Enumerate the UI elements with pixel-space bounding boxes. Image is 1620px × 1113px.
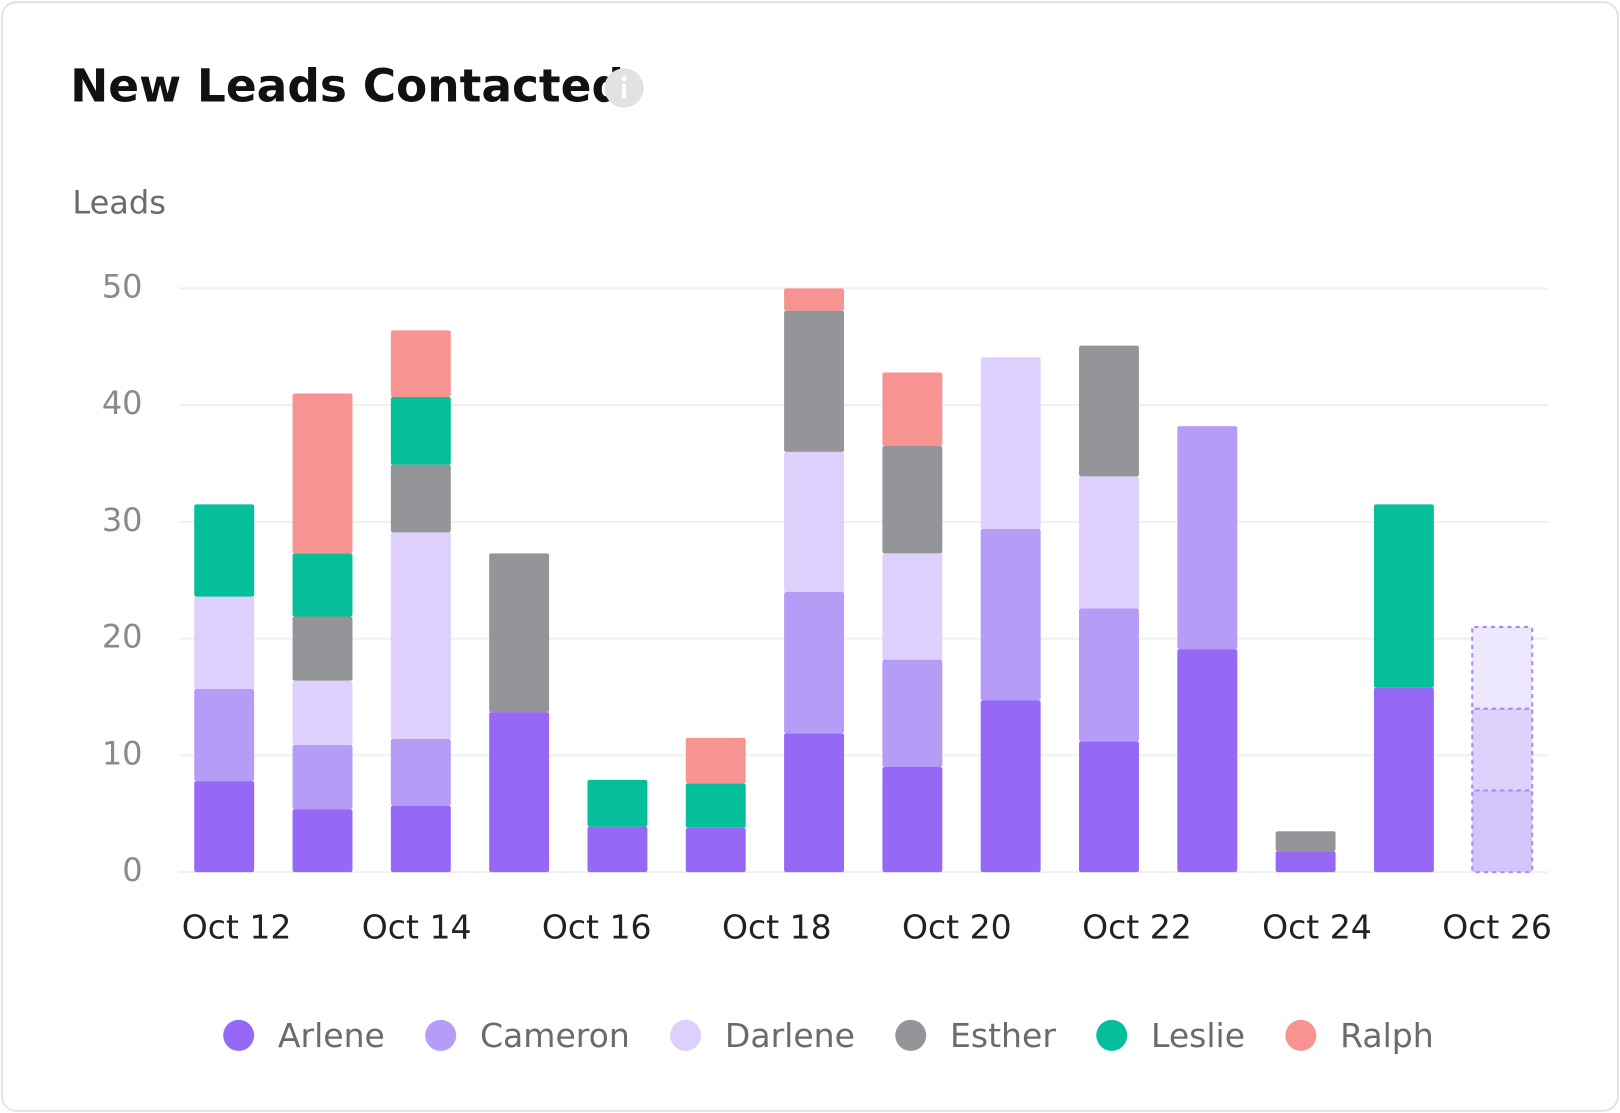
bar-segment bbox=[1079, 476, 1139, 609]
bar-segment bbox=[784, 451, 845, 592]
bar-segment bbox=[1079, 345, 1139, 477]
bar-segment bbox=[390, 532, 451, 740]
legend-swatch bbox=[895, 1019, 927, 1051]
bar-segment bbox=[784, 310, 845, 452]
y-tick-label: 50 bbox=[102, 267, 143, 305]
bar-segment bbox=[390, 464, 451, 533]
x-tick-label: Oct 18 bbox=[722, 907, 832, 946]
legend-label: Leslie bbox=[1151, 1016, 1245, 1055]
x-tick-label: Oct 24 bbox=[1262, 907, 1372, 946]
bar-segment bbox=[587, 826, 648, 873]
bar-segment bbox=[292, 616, 353, 681]
legend-swatch bbox=[223, 1019, 255, 1051]
bar-segment bbox=[489, 712, 550, 873]
x-tick-label: Oct 16 bbox=[542, 907, 652, 946]
bar-segment bbox=[1275, 851, 1336, 873]
bar-segment bbox=[882, 372, 943, 447]
bar-segment bbox=[390, 330, 451, 397]
bar-segment bbox=[784, 733, 845, 873]
bar-segment bbox=[292, 680, 353, 745]
projected-bar-segment bbox=[1471, 625, 1534, 710]
y-tick-label: 10 bbox=[102, 734, 143, 772]
y-tick-label: 20 bbox=[102, 618, 143, 656]
bar-segment bbox=[980, 700, 1041, 873]
bar-segment bbox=[882, 659, 943, 768]
bar-segment bbox=[1177, 649, 1238, 873]
bar-segment bbox=[194, 781, 255, 873]
bar-segment bbox=[292, 809, 353, 873]
bar-segment bbox=[882, 767, 943, 873]
bar-segment bbox=[784, 591, 845, 734]
legend-swatch bbox=[670, 1019, 702, 1051]
y-tick-label: 40 bbox=[102, 384, 143, 422]
legend-label: Ralph bbox=[1340, 1016, 1434, 1055]
bar-segment bbox=[784, 288, 845, 311]
y-tick-label: 0 bbox=[122, 851, 142, 889]
bar-segment bbox=[685, 737, 746, 784]
bar-segment bbox=[685, 827, 746, 873]
x-tick-label: Oct 22 bbox=[1082, 907, 1192, 946]
bar-segment bbox=[1079, 741, 1139, 873]
bar-segment bbox=[292, 744, 353, 810]
bar-segment bbox=[1177, 426, 1238, 650]
info-dot bbox=[621, 76, 627, 82]
bar-segment bbox=[1373, 504, 1434, 688]
legend-label: Arlene bbox=[278, 1016, 385, 1055]
bar-segment bbox=[489, 553, 550, 713]
bar-segment bbox=[1373, 687, 1434, 873]
x-tick-label: Oct 26 bbox=[1442, 907, 1552, 946]
bar-segment bbox=[194, 688, 255, 782]
bar-segment bbox=[292, 393, 353, 554]
bar-segment bbox=[587, 779, 648, 827]
bar-segment bbox=[390, 396, 451, 465]
bar-segment bbox=[1079, 608, 1139, 742]
x-tick-label: Oct 14 bbox=[362, 907, 472, 946]
legend-swatch bbox=[1285, 1019, 1317, 1051]
bar-segment bbox=[685, 783, 746, 828]
legend-swatch bbox=[1096, 1019, 1128, 1051]
bar-segment bbox=[1275, 831, 1336, 852]
bar-segment bbox=[390, 739, 451, 806]
bar-segment bbox=[194, 596, 255, 689]
bar-segment bbox=[882, 553, 943, 660]
legend-label: Esther bbox=[950, 1016, 1056, 1055]
bar-segment bbox=[292, 553, 353, 617]
bar-segment bbox=[390, 805, 451, 873]
y-tick-label: 30 bbox=[102, 501, 143, 539]
legend-swatch bbox=[425, 1019, 457, 1051]
bar-segment bbox=[980, 357, 1041, 529]
chart-title: New Leads Contacted bbox=[70, 59, 624, 112]
bar-segment bbox=[882, 446, 943, 554]
x-tick-label: Oct 12 bbox=[182, 907, 292, 946]
y-axis-label: Leads bbox=[72, 184, 166, 222]
legend: Arlene Cameron Darlene Esther Leslie Ralph bbox=[223, 1016, 1434, 1055]
x-tick-label: Oct 20 bbox=[902, 907, 1012, 946]
bar-segment bbox=[980, 528, 1041, 701]
projected-bar-segment bbox=[1471, 707, 1534, 792]
legend-label: Cameron bbox=[480, 1016, 630, 1055]
projected-bar-segment bbox=[1471, 789, 1534, 874]
info-stem bbox=[621, 83, 627, 99]
legend-label: Darlene bbox=[725, 1016, 855, 1055]
bar-segment bbox=[194, 504, 255, 597]
info-icon[interactable] bbox=[604, 68, 644, 108]
